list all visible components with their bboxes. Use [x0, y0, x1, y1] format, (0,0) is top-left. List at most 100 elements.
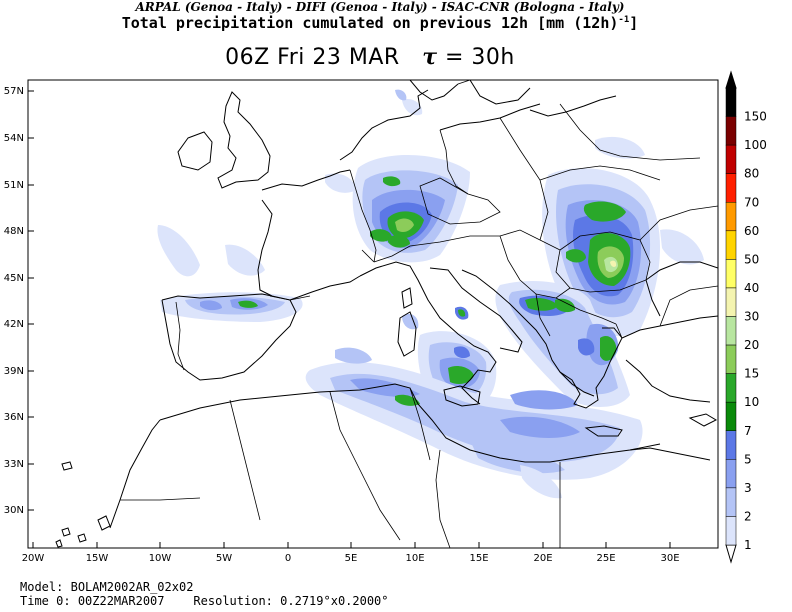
turkey-coast: [621, 315, 718, 403]
canary-islands: [55, 515, 111, 548]
longitude-axis: 20W 15W 10W 5W 0 5E 10E 15E 20E 25E 30E: [22, 542, 680, 564]
lat-label-36n: 36N: [4, 412, 24, 423]
lat-label-51n: 51N: [4, 180, 24, 191]
ireland-coast: [177, 131, 213, 171]
colorbar-swatch: [725, 116, 737, 146]
lon-label-20e: 20E: [533, 553, 552, 564]
tau-symbol: τ: [422, 44, 438, 70]
colorbar-label: 15: [744, 367, 759, 381]
precip-area-mediterranean: [305, 313, 643, 499]
lat-label-57n: 57N: [4, 86, 24, 97]
lon-label-15w: 15W: [86, 553, 109, 564]
colorbar-label: 5: [744, 452, 752, 466]
italy-coast: [359, 261, 523, 405]
colorbar-label: 20: [744, 338, 759, 352]
map-title-close: ]: [629, 14, 639, 32]
border-germany-poland: [439, 129, 469, 195]
lat-label-54n: 54N: [4, 133, 24, 144]
sardinia-coast: [397, 311, 417, 357]
lon-label-20w: 20W: [22, 553, 45, 564]
colorbar-swatches: [725, 87, 737, 546]
adriatic-balkan-coast: [461, 269, 595, 397]
lon-label-5w: 5W: [216, 553, 232, 564]
border-romania: [555, 231, 651, 293]
time-value: 00Z22MAR2007: [77, 594, 165, 608]
model-value: BOLAM2002AR_02x02: [70, 580, 194, 594]
model-label: Model:: [20, 580, 64, 594]
colorbar-labels: 150 100 80 70 60 50 40 30 20 15 10 7 5 3 2 1: [744, 110, 767, 552]
lat-label-39n: 39N: [4, 366, 24, 377]
colorbar-swatch: [725, 259, 737, 289]
scandinavia-coast: [409, 80, 531, 105]
sicily-coast: [443, 385, 481, 407]
lon-ticks: [32, 542, 671, 548]
iberia-coast: [161, 293, 297, 381]
lat-ticks: [28, 90, 34, 511]
colorbar-swatch: [725, 230, 737, 260]
lon-label-25e: 25E: [596, 553, 615, 564]
small-island: [61, 461, 73, 471]
precip-area-iberia: [157, 225, 303, 322]
border-turkey: [615, 285, 718, 339]
map-title-exponent: -1: [618, 15, 630, 25]
precip-area-misc: [325, 89, 704, 265]
colorbar-swatch: [725, 202, 737, 232]
latitude-axis: 57N 54N 51N 48N 45N 42N 39N 36N 33N 30N: [4, 86, 34, 516]
border-scandinavia: [457, 80, 471, 85]
colorbar-swatch: [725, 316, 737, 346]
lon-label-30e: 30E: [660, 553, 679, 564]
colorbar-swatch: [725, 430, 737, 460]
colorbar-swatch: [725, 487, 737, 517]
colorbar: 150 100 80 70 60 50 40 30 20 15 10 7 5 3 2 1: [725, 70, 767, 564]
precip-fields: [157, 89, 704, 499]
lon-label-10w: 10W: [149, 553, 172, 564]
border-ukraine-belarus: [539, 165, 718, 241]
lat-label-45n: 45N: [4, 273, 24, 284]
colorbar-label: 10: [744, 395, 759, 409]
colorbar-swatch: [725, 516, 737, 546]
border-france-germany: [349, 169, 377, 263]
coastlines: [55, 80, 718, 548]
colorbar-swatch: [725, 144, 737, 174]
colorbar-top-arrow: [725, 70, 737, 89]
border-russia: [559, 103, 701, 161]
map-frame: [27, 79, 719, 549]
border-north-africa: [120, 387, 561, 548]
resolution-value: 0.2719°x0.2000°: [280, 594, 389, 608]
crete-coast: [584, 425, 623, 437]
colorbar-label: 2: [744, 509, 752, 523]
colorbar-label: 70: [744, 195, 759, 209]
borders: [120, 80, 718, 548]
north-africa-coast: [159, 383, 661, 463]
colorbar-label: 7: [744, 424, 752, 438]
black-sea-coast: [645, 261, 718, 317]
resolution-label: Resolution:: [193, 594, 273, 608]
colorbar-label: 80: [744, 167, 759, 181]
lat-label-33n: 33N: [4, 459, 24, 470]
france-coast: [257, 169, 361, 301]
british-isles-coast: [217, 91, 271, 189]
credits-line: ARPAL (Genoa - Italy) - DIFI (Genoa - It…: [135, 0, 625, 14]
colorbar-label: 50: [744, 252, 759, 266]
colorbar-label: 150: [744, 110, 767, 124]
border-spain-portugal: [175, 301, 185, 371]
precip-area-central-europe: [352, 154, 470, 263]
colorbar-bottom-arrow: [725, 544, 737, 564]
colorbar-swatch: [725, 459, 737, 489]
lon-label-10e: 10E: [405, 553, 424, 564]
colorbar-swatch: [725, 344, 737, 374]
border-switzerland: [361, 245, 411, 263]
colorbar-swatch: [725, 287, 737, 317]
lon-label-0: 0: [285, 553, 291, 564]
border-balkans: [499, 235, 617, 337]
colorbar-label: 3: [744, 481, 752, 495]
footer-time: Time 0: 00Z22MAR2007 Resolution: 0.2719°…: [20, 594, 389, 608]
lat-label-42n: 42N: [4, 319, 24, 330]
north-sea-coast: [339, 89, 541, 161]
border-spain-france: [269, 295, 311, 301]
colorbar-label: 40: [744, 281, 759, 295]
corsica-coast: [401, 287, 413, 309]
lat-label-48n: 48N: [4, 226, 24, 237]
egypt-coast: [629, 447, 711, 461]
colorbar-swatch: [725, 173, 737, 203]
